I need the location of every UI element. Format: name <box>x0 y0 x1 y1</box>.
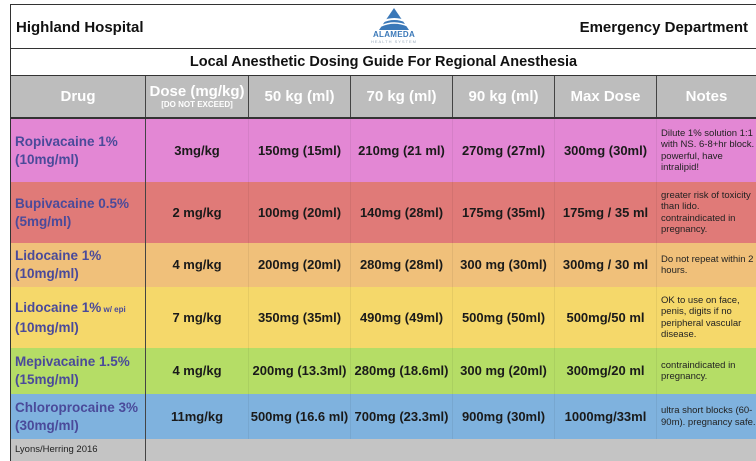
kg50-cell: 350mg (35ml) <box>249 287 351 348</box>
max-dose-cell: 300mg / 30 ml <box>555 243 657 287</box>
table-row: Mepivacaine 1.5%(15mg/ml) 4 mg/kg 200mg … <box>11 348 756 394</box>
alameda-logo: ALAMEDA HEALTH SYSTEM <box>366 7 422 47</box>
kg90-cell: 270mg (27ml) <box>453 118 555 182</box>
alameda-triangle-logo-icon <box>377 7 411 31</box>
kg50-cell: 200mg (13.3ml) <box>249 348 351 394</box>
kg70-cell: 490mg (49ml) <box>351 287 453 348</box>
kg70-cell: 210mg (21 ml) <box>351 118 453 182</box>
max-dose-cell: 300mg (30ml) <box>555 118 657 182</box>
kg70-cell: 700mg (23.3ml) <box>351 394 453 439</box>
dose-cell: 4 mg/kg <box>146 243 249 287</box>
logo-subtitle: HEALTH SYSTEM <box>366 39 422 44</box>
notes-cell: greater risk of toxicity than lido. cont… <box>657 182 756 243</box>
table-row: Ropivacaine 1%(10mg/ml) 3mg/kg 150mg (15… <box>11 118 756 182</box>
drug-cell: Bupivacaine 0.5%(5mg/ml) <box>11 182 146 243</box>
hospital-name: Highland Hospital <box>16 19 144 36</box>
kg90-cell: 300 mg (20ml) <box>453 348 555 394</box>
page-title: Local Anesthetic Dosing Guide For Region… <box>10 49 756 76</box>
header-bar: Highland Hospital ALAMEDA HEALTH SYSTEM … <box>10 4 756 49</box>
max-dose-cell: 175mg / 35 ml <box>555 182 657 243</box>
footer-blank <box>146 439 756 461</box>
notes-cell: Do not repeat within 2 hours. <box>657 243 756 287</box>
drug-cell: Chloroprocaine 3% (30mg/ml) <box>11 394 146 439</box>
notes-cell: Dilute 1% solution 1:1 with NS. 6-8+hr b… <box>657 118 756 182</box>
col-header-90kg: 90 kg (ml) <box>453 76 555 118</box>
notes-cell: contraindicated in pregnancy. <box>657 348 756 394</box>
notes-cell: ultra short blocks (60-90m). pregnancy s… <box>657 394 756 439</box>
dose-cell: 3mg/kg <box>146 118 249 182</box>
kg50-cell: 500mg (16.6 ml) <box>249 394 351 439</box>
notes-cell: OK to use on face, penis, digits if no p… <box>657 287 756 348</box>
kg90-cell: 900mg (30ml) <box>453 394 555 439</box>
dose-cell: 7 mg/kg <box>146 287 249 348</box>
kg50-cell: 150mg (15ml) <box>249 118 351 182</box>
dosing-guide-sheet: Highland Hospital ALAMEDA HEALTH SYSTEM … <box>10 4 756 451</box>
table-row: Lidocaine 1% w/ epi(10mg/ml) 7 mg/kg 350… <box>11 287 756 348</box>
kg70-cell: 280mg (28ml) <box>351 243 453 287</box>
drug-cell: Lidocaine 1%(10mg/ml) <box>11 243 146 287</box>
col-header-dose: Dose (mg/kg)[DO NOT EXCEED] <box>146 76 249 118</box>
col-header-max-dose: Max Dose <box>555 76 657 118</box>
dose-cell: 2 mg/kg <box>146 182 249 243</box>
dose-cell: 4 mg/kg <box>146 348 249 394</box>
credit-text: Lyons/Herring 2016 <box>11 439 146 461</box>
max-dose-cell: 500mg/50 ml <box>555 287 657 348</box>
dosing-table: Drug Dose (mg/kg)[DO NOT EXCEED] 50 kg (… <box>10 76 756 461</box>
footer-row: Lyons/Herring 2016 <box>11 439 756 461</box>
table-row: Chloroprocaine 3% (30mg/ml) 11mg/kg 500m… <box>11 394 756 439</box>
kg90-cell: 300 mg (30ml) <box>453 243 555 287</box>
dose-cell: 11mg/kg <box>146 394 249 439</box>
drug-cell: Mepivacaine 1.5%(15mg/ml) <box>11 348 146 394</box>
kg70-cell: 140mg (28ml) <box>351 182 453 243</box>
drug-cell: Ropivacaine 1%(10mg/ml) <box>11 118 146 182</box>
col-header-50kg: 50 kg (ml) <box>249 76 351 118</box>
kg70-cell: 280mg (18.6ml) <box>351 348 453 394</box>
kg90-cell: 500mg (50ml) <box>453 287 555 348</box>
kg50-cell: 200mg (20ml) <box>249 243 351 287</box>
col-header-notes: Notes <box>657 76 756 118</box>
table-row: Bupivacaine 0.5%(5mg/ml) 2 mg/kg 100mg (… <box>11 182 756 243</box>
kg50-cell: 100mg (20ml) <box>249 182 351 243</box>
max-dose-cell: 300mg/20 ml <box>555 348 657 394</box>
logo-name: ALAMEDA <box>366 31 422 39</box>
department-name: Emergency Department <box>580 19 748 36</box>
table-row: Lidocaine 1%(10mg/ml) 4 mg/kg 200mg (20m… <box>11 243 756 287</box>
kg90-cell: 175mg (35ml) <box>453 182 555 243</box>
table-header-row: Drug Dose (mg/kg)[DO NOT EXCEED] 50 kg (… <box>11 76 756 118</box>
drug-cell: Lidocaine 1% w/ epi(10mg/ml) <box>11 287 146 348</box>
col-header-70kg: 70 kg (ml) <box>351 76 453 118</box>
col-header-drug: Drug <box>11 76 146 118</box>
max-dose-cell: 1000mg/33ml <box>555 394 657 439</box>
